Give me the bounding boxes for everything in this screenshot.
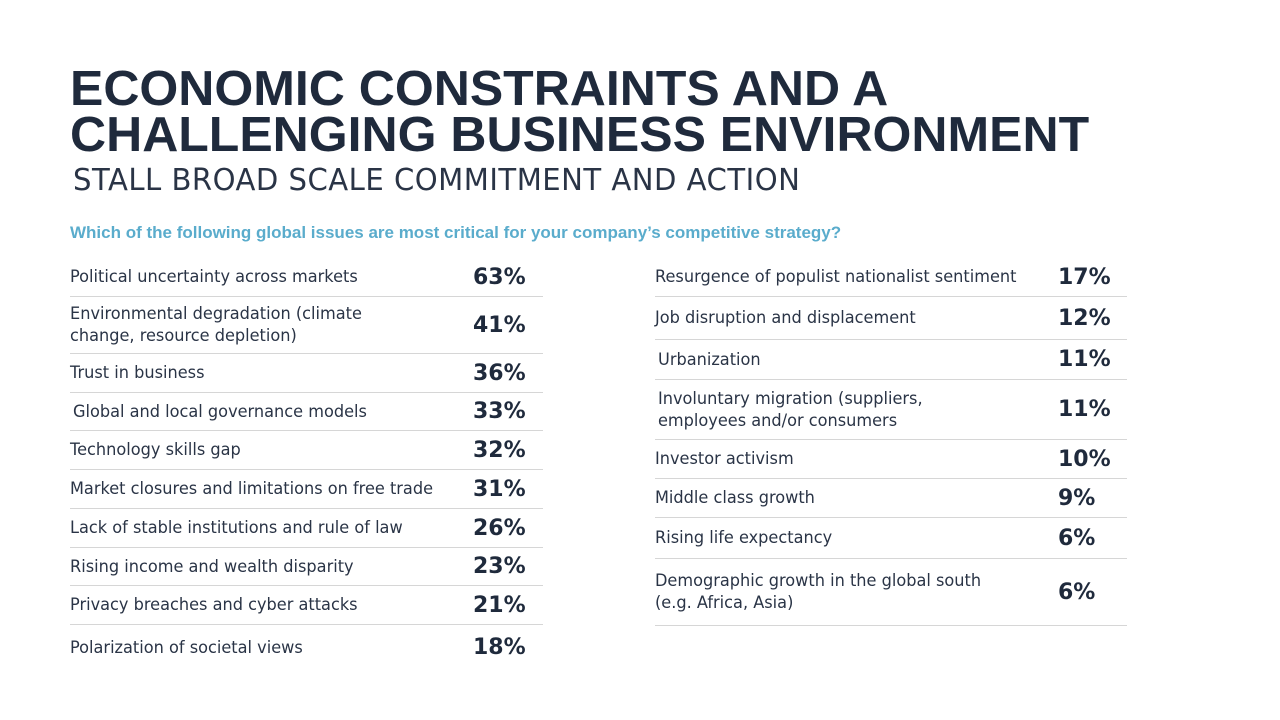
list-item: Job disruption and displacement 12%: [655, 297, 1127, 340]
issue-label: Market closures and limitations on free …: [70, 479, 434, 499]
list-item: Political uncertainty across markets 63%: [70, 258, 543, 297]
issue-label: Job disruption and displacement: [655, 308, 916, 328]
issue-label: Lack of stable institutions and rule of …: [70, 518, 403, 538]
issue-label: Middle class growth: [655, 488, 815, 508]
list-item: Investor activism 10%: [655, 440, 1127, 479]
issue-percent: 10%: [1058, 446, 1111, 472]
issue-percent: 26%: [473, 515, 526, 541]
issue-percent: 21%: [473, 592, 526, 618]
issue-label: Global and local governance models: [73, 401, 367, 422]
title-line-2: CHALLENGING BUSINESS ENVIRONMENT: [70, 108, 1090, 162]
list-item: Global and local governance models 33%: [70, 393, 543, 431]
list-item: Resurgence of populist nationalist senti…: [655, 258, 1127, 297]
issue-percent: 6%: [1058, 579, 1096, 605]
left-issues-list: Political uncertainty across markets 63%…: [70, 258, 543, 670]
survey-question: Which of the following global issues are…: [70, 223, 842, 242]
issue-percent: 41%: [473, 312, 526, 338]
list-item: Technology skills gap 32%: [70, 431, 543, 470]
list-item: Rising life expectancy 6%: [655, 518, 1127, 559]
issue-percent: 33%: [473, 399, 526, 424]
issue-percent: 63%: [473, 264, 526, 290]
issue-percent: 31%: [473, 476, 526, 502]
issue-percent: 32%: [473, 437, 526, 463]
issue-percent: 11%: [1058, 397, 1111, 422]
issue-label: Involuntary migration (suppliers, employ…: [658, 388, 923, 431]
right-issues-list: Resurgence of populist nationalist senti…: [655, 258, 1127, 626]
issue-label: Political uncertainty across markets: [70, 267, 358, 287]
list-item: Rising income and wealth disparity 23%: [70, 548, 543, 586]
issue-percent: 9%: [1058, 485, 1096, 511]
list-item: Polarization of societal views 18%: [70, 625, 543, 670]
list-item: Market closures and limitations on free …: [70, 470, 543, 509]
list-item: Environmental degradation (climate chang…: [70, 297, 543, 354]
issue-percent: 17%: [1058, 264, 1111, 290]
list-item: Trust in business 36%: [70, 354, 543, 393]
issue-label: Rising life expectancy: [655, 528, 833, 548]
issue-label: Demographic growth in the global south (…: [655, 571, 982, 613]
issue-label: Investor activism: [655, 449, 794, 469]
issue-label: Privacy breaches and cyber attacks: [70, 595, 358, 615]
issue-percent: 11%: [1058, 347, 1111, 372]
issue-percent: 12%: [1058, 305, 1111, 331]
list-item: Privacy breaches and cyber attacks 21%: [70, 586, 543, 625]
list-item: Demographic growth in the global south (…: [655, 559, 1127, 626]
issue-label: Trust in business: [70, 363, 205, 383]
issue-percent: 36%: [473, 360, 526, 386]
title-line-1: ECONOMIC CONSTRAINTS AND A: [70, 62, 889, 116]
issue-percent: 6%: [1058, 525, 1096, 551]
page-subtitle: STALL BROAD SCALE COMMITMENT AND ACTION: [73, 163, 801, 198]
issue-label: Polarization of societal views: [70, 637, 303, 658]
issue-percent: 23%: [473, 554, 526, 579]
list-item: Lack of stable institutions and rule of …: [70, 509, 543, 548]
issue-percent: 18%: [473, 635, 526, 660]
list-item: Middle class growth 9%: [655, 479, 1127, 518]
issue-label: Technology skills gap: [70, 440, 241, 460]
issue-label: Environmental degradation (climate chang…: [70, 304, 362, 346]
page-title: ECONOMIC CONSTRAINTS AND A CHALLENGING B…: [70, 62, 1274, 162]
issue-label: Urbanization: [658, 349, 761, 370]
list-item: Involuntary migration (suppliers, employ…: [655, 380, 1127, 440]
issue-label: Resurgence of populist nationalist senti…: [655, 267, 1017, 287]
issue-label: Rising income and wealth disparity: [70, 556, 354, 577]
list-item: Urbanization 11%: [655, 340, 1127, 380]
